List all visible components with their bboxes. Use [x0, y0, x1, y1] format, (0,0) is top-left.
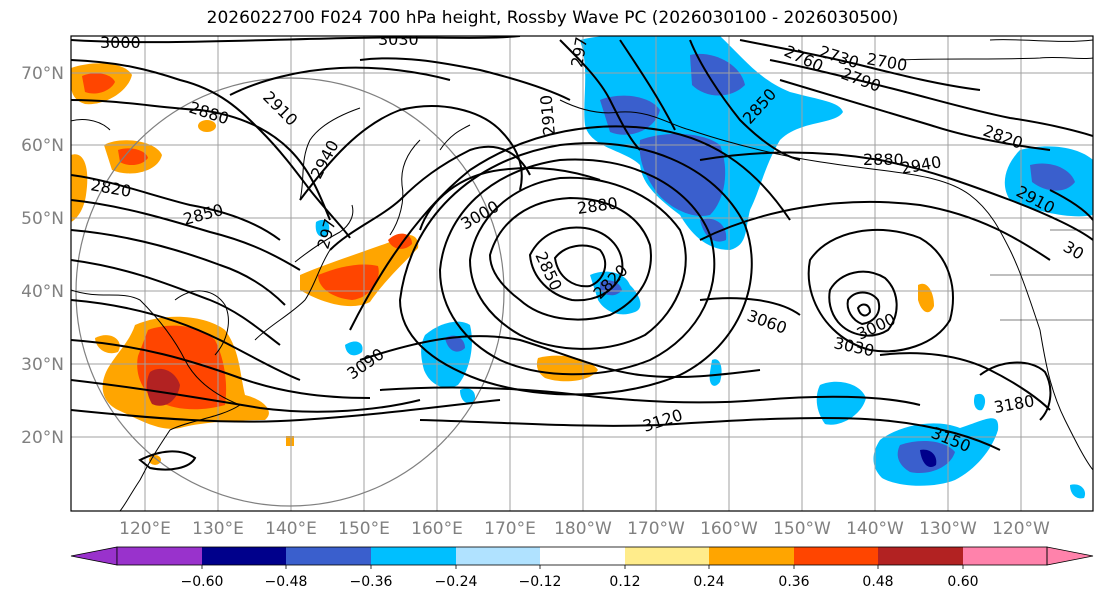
- colorbar-swatch: [625, 547, 709, 565]
- colorbar-tick-label: −0.48: [265, 574, 308, 590]
- colorbar-swatch: [540, 547, 625, 565]
- colorbar-swatch: [371, 547, 456, 565]
- graticule: [71, 36, 1093, 511]
- latitude-label: 60°N: [21, 136, 64, 156]
- height-contours: [71, 36, 1093, 471]
- latitude-label: 30°N: [21, 355, 64, 375]
- colorbar-tick-label: 0.24: [693, 574, 724, 590]
- longitude-label: 120°W: [992, 519, 1050, 539]
- longitude-label: 160°E: [411, 519, 463, 539]
- colorbar-swatch: [456, 547, 540, 565]
- colorbar-tick-label: −0.60: [181, 574, 224, 590]
- colorbar-tick-label: −0.36: [350, 574, 393, 590]
- map-area: 3000 3030 2880 2910 2940 2820 2850 297 2…: [71, 30, 1093, 511]
- map-title: 2026022700 F024 700 hPa height, Rossby W…: [206, 8, 899, 28]
- longitude-label: 150°E: [338, 519, 390, 539]
- colorbar-swatch: [963, 547, 1047, 565]
- borders: [990, 229, 1093, 321]
- latitude-label: 20°N: [21, 428, 64, 448]
- colorbar-swatch: [286, 547, 371, 565]
- negative-anomaly-regions: [315, 36, 1093, 499]
- colorbar-swatch: [1046, 546, 1094, 566]
- colorbar-outline: [116, 546, 1048, 566]
- colorbar-tick-label: 0.12: [609, 574, 640, 590]
- contour-label: 2880: [863, 150, 904, 169]
- colorbar-tick-label: −0.24: [435, 574, 478, 590]
- latitude-label: 50°N: [21, 209, 64, 229]
- colorbar-swatch: [202, 547, 286, 565]
- colorbar-tick-label: 0.60: [947, 574, 978, 590]
- colorbar: −0.60 −0.48 −0.36 −0.24 −0.12 0.12 0.24 …: [70, 546, 1094, 590]
- contour-label: 2910: [537, 94, 559, 136]
- longitude-label: 150°W: [773, 519, 831, 539]
- latitude-label: 40°N: [21, 282, 64, 302]
- longitude-label: 170°W: [627, 519, 685, 539]
- colorbar-tick-label: 0.48: [862, 574, 893, 590]
- longitude-label: 120°E: [119, 519, 171, 539]
- latitude-label: 70°N: [21, 64, 64, 84]
- longitude-label: 130°W: [919, 519, 977, 539]
- contour-label: 3030: [378, 30, 419, 49]
- colorbar-swatch: [709, 547, 794, 565]
- coastlines: [71, 39, 1093, 511]
- longitude-label: 160°W: [700, 519, 758, 539]
- longitude-axis: 120°E 130°E 140°E 150°E 160°E 170°E 180°…: [119, 519, 1050, 539]
- longitude-label: 140°W: [846, 519, 904, 539]
- map-frame: [70, 35, 1094, 512]
- longitude-label: 130°E: [192, 519, 244, 539]
- colorbar-swatch: [117, 547, 202, 565]
- longitude-label: 170°E: [484, 519, 536, 539]
- colorbar-swatch: [878, 547, 963, 565]
- contour-label: 3000: [100, 33, 141, 52]
- longitude-label: 140°E: [265, 519, 317, 539]
- longitude-label: 180°W: [554, 519, 612, 539]
- colorbar-swatch: [70, 546, 118, 566]
- colorbar-tick-label: 0.36: [778, 574, 809, 590]
- latitude-axis: 70°N 60°N 50°N 40°N 30°N 20°N: [21, 64, 64, 448]
- colorbar-tick-label: −0.12: [519, 574, 562, 590]
- colorbar-swatch: [794, 547, 878, 565]
